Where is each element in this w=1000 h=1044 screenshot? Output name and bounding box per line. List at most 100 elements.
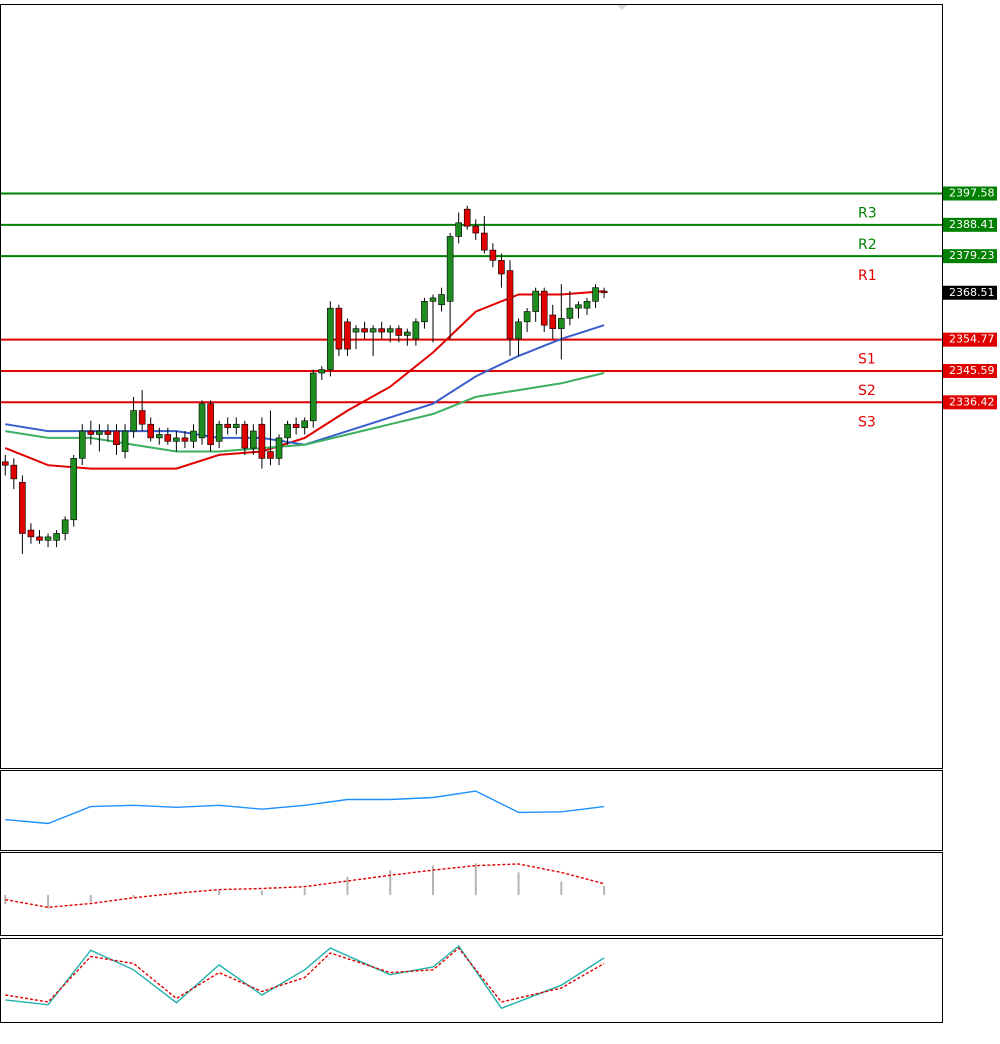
candle-body — [44, 536, 52, 541]
candle-body — [600, 290, 608, 294]
candle-body — [549, 314, 557, 329]
frames — [0, 4, 943, 1023]
candle-body — [472, 225, 480, 234]
candle-body — [566, 307, 574, 319]
level-tag — [943, 217, 997, 232]
level-name: R2 — [858, 237, 877, 253]
candle-body — [250, 430, 257, 449]
candle-body — [369, 328, 377, 333]
macd-frame — [0, 852, 943, 936]
level-tag — [943, 249, 997, 264]
candle-body — [113, 430, 120, 446]
candle-body — [446, 236, 454, 302]
level-name: S1 — [858, 352, 876, 368]
candle-body — [378, 328, 385, 333]
candle-body — [583, 301, 591, 309]
candle-body — [540, 290, 548, 326]
candle-body — [455, 222, 462, 237]
candle-body — [78, 430, 86, 459]
stoch-frame — [0, 938, 943, 1023]
current-price: 2368.51 — [949, 286, 995, 299]
candle-body — [301, 420, 308, 428]
candle-body — [463, 208, 471, 227]
level-name: R1 — [858, 268, 877, 284]
level-value: 2336.42 — [949, 395, 995, 408]
level-value: 2354.77 — [949, 333, 995, 346]
level-tag — [943, 395, 997, 410]
candle-body — [438, 294, 445, 306]
candle-body — [36, 536, 43, 541]
level-value: 2379.23 — [949, 249, 995, 262]
candle-body — [429, 297, 437, 302]
candle-body — [498, 260, 505, 275]
candle-body — [532, 290, 539, 312]
price-tag — [943, 285, 997, 300]
candle-body — [173, 437, 180, 442]
candle-body — [523, 311, 531, 323]
level-tag — [943, 332, 997, 347]
rsi-frame — [0, 770, 943, 851]
candle-body — [155, 434, 163, 439]
candle-body — [53, 533, 60, 541]
indicator-line — [5, 790, 605, 825]
candle-body — [506, 270, 514, 340]
candle-body — [352, 328, 360, 333]
candle-body — [198, 403, 206, 439]
candle-body — [130, 410, 137, 432]
candle-body — [164, 434, 172, 442]
level-value: 2345.59 — [949, 364, 995, 377]
candle-body — [267, 451, 274, 459]
candle-body — [190, 430, 197, 442]
candle-body — [386, 328, 394, 333]
candle-body — [96, 430, 103, 435]
candle-body — [181, 437, 189, 442]
candle-body — [404, 331, 411, 336]
shift-marker — [617, 5, 627, 10]
candle-body — [344, 321, 351, 350]
candle-body — [87, 430, 95, 435]
level-name: R3 — [858, 206, 877, 222]
level-name: S3 — [858, 414, 876, 430]
candle-body — [275, 437, 283, 459]
candle-body — [335, 307, 343, 350]
candle-body — [592, 287, 599, 302]
candle-body — [395, 328, 403, 336]
indicator-line — [5, 944, 605, 1010]
candle-body — [241, 423, 249, 449]
candle-body — [558, 318, 565, 329]
level-tag — [943, 364, 997, 379]
candle-body — [121, 430, 129, 452]
level-tag — [943, 186, 997, 201]
marks — [1, 192, 942, 1010]
candle-body — [147, 423, 155, 439]
level-name: S2 — [858, 383, 876, 399]
candle-body — [104, 430, 112, 435]
candle-body — [481, 232, 488, 251]
candle-body — [19, 481, 26, 534]
candle-body — [224, 423, 231, 428]
main-frame — [0, 4, 943, 769]
level-value: 2397.58 — [949, 187, 995, 200]
candle-body — [292, 423, 300, 428]
candle-body — [215, 423, 223, 442]
candle-body — [70, 458, 78, 521]
candle-body — [412, 321, 420, 340]
candle-body — [421, 301, 428, 323]
candle-body — [27, 529, 35, 538]
candle-body — [489, 249, 497, 261]
labels: 2397.58 2388.41 2379.23 2354.77 2345.59 2336.… — [858, 186, 997, 430]
moving-average — [4, 290, 605, 470]
candle-body — [207, 403, 214, 446]
candle-body — [1, 461, 9, 466]
candle-body — [361, 328, 368, 333]
level-value: 2388.41 — [949, 218, 995, 231]
candle-body — [515, 321, 522, 340]
candle-body — [575, 304, 582, 309]
candle-body — [10, 464, 18, 480]
candle-body — [284, 423, 291, 439]
candle-body — [61, 519, 69, 534]
indicator-line — [5, 947, 605, 1003]
candle-body — [318, 369, 326, 374]
